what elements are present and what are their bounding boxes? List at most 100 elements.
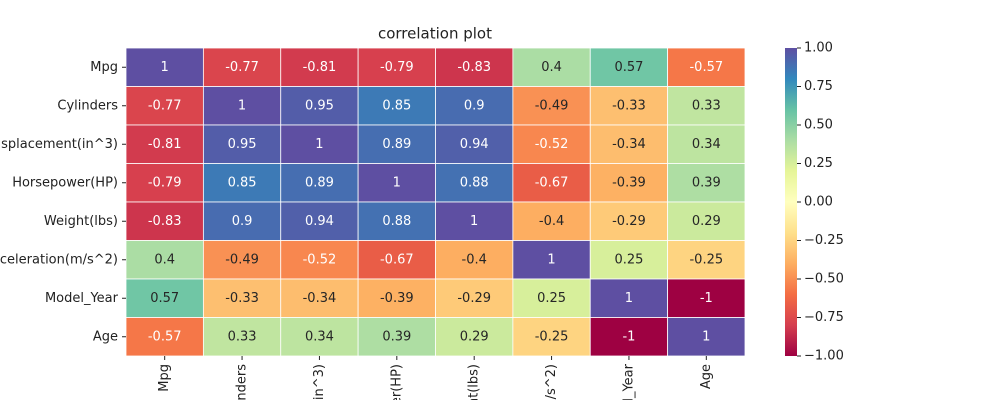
- cell-label: -0.49: [225, 252, 259, 267]
- cell-label: -0.29: [457, 291, 491, 306]
- cell-label: 0.85: [228, 175, 257, 190]
- heatmap-cell: [435, 201, 514, 241]
- cell-label: -0.25: [535, 329, 569, 344]
- heatmap-cell: [589, 163, 669, 203]
- colorbar-tick-label: 1.00: [804, 41, 833, 56]
- cell-label: 0.29: [692, 214, 721, 229]
- heatmap-cell: [435, 278, 514, 318]
- heatmap-cell: [125, 278, 204, 318]
- cell-label: -0.83: [457, 60, 491, 75]
- x-tick-label: Weight(lbs): [467, 364, 482, 400]
- cell-label: -0.33: [225, 291, 259, 306]
- x-tick-label: Model_Year: [621, 363, 636, 400]
- heatmap-cell: [667, 317, 746, 357]
- cell-label: -0.57: [689, 60, 723, 75]
- heatmap-cell: [202, 47, 282, 87]
- x-tick-label: Acceleration(m/s^2): [544, 364, 559, 400]
- cell-label: 0.34: [305, 329, 334, 344]
- cell-label: -0.49: [535, 98, 569, 113]
- cell-label: -0.4: [539, 214, 564, 229]
- cell-label: -0.25: [689, 252, 723, 267]
- cell-label: 0.9: [232, 214, 253, 229]
- cell-label: 0.4: [154, 252, 175, 267]
- heatmap-cell: [280, 47, 359, 87]
- cell-label: 0.88: [382, 214, 411, 229]
- cell-label: 0.39: [382, 329, 411, 344]
- y-tick-label: Acceleration(m/s^2): [0, 252, 118, 267]
- x-tick-label: Horsepower(HP): [389, 364, 404, 400]
- colorbar-tick-label: 0.50: [804, 118, 833, 133]
- y-tick-label: Weight(lbs): [44, 214, 118, 229]
- cell-label: -0.67: [380, 252, 414, 267]
- heatmap-cell: [357, 86, 436, 126]
- y-tick-label: Displacement(in^3): [0, 137, 118, 152]
- heatmap-cell: [435, 317, 514, 357]
- cell-label: 0.88: [460, 175, 489, 190]
- cell-label: -0.52: [535, 137, 569, 152]
- x-tick-label: Age: [699, 364, 714, 389]
- heatmap-cell: [435, 163, 514, 203]
- heatmap-cell: [280, 317, 359, 357]
- cell-label: 0.89: [305, 175, 334, 190]
- heatmap-cell: [589, 124, 669, 164]
- y-tick-label: Cylinders: [57, 98, 118, 113]
- heatmap-cell: [667, 201, 746, 241]
- cell-label: -0.79: [148, 175, 182, 190]
- cell-label: 0.39: [692, 175, 721, 190]
- colorbar-tick-label: 0.00: [804, 195, 833, 210]
- cell-label: 0.4: [541, 60, 562, 75]
- cell-label: -0.77: [225, 60, 259, 75]
- cell-label: -0.39: [380, 291, 414, 306]
- heatmap-cell: [512, 124, 591, 164]
- heatmap-cell: [667, 278, 746, 318]
- heatmap-cell: [589, 278, 669, 318]
- heatmap-cell: [202, 124, 282, 164]
- cell-label: -0.57: [148, 329, 182, 344]
- colorbar: [785, 48, 797, 356]
- cell-label: 1: [702, 329, 710, 344]
- cell-label: 0.57: [614, 60, 643, 75]
- cell-label: 0.9: [464, 98, 485, 113]
- colorbar-tick-label: −1.00: [804, 349, 844, 364]
- cell-label: 0.34: [692, 137, 721, 152]
- cell-label: 0.85: [382, 98, 411, 113]
- heatmap-cell: [280, 124, 359, 164]
- x-tick-label: Cylinders: [235, 364, 250, 400]
- cell-label: -0.4: [462, 252, 487, 267]
- cell-label: 0.89: [382, 137, 411, 152]
- cell-label: 1: [470, 214, 478, 229]
- heatmap-cell: [202, 86, 282, 126]
- heatmap-cell: [435, 124, 514, 164]
- cell-label: 0.25: [537, 291, 566, 306]
- cell-label: 1: [315, 137, 323, 152]
- cell-label: 0.29: [460, 329, 489, 344]
- heatmap-cell: [357, 163, 436, 203]
- cell-label: -0.67: [535, 175, 569, 190]
- heatmap-cell: [512, 240, 591, 280]
- heatmap-cell: [589, 201, 669, 241]
- heatmap-cell: [357, 124, 436, 164]
- cell-label: -0.39: [612, 175, 646, 190]
- cell-label: 0.95: [228, 137, 257, 152]
- heatmap-cell: [357, 47, 436, 87]
- colorbar-tick-label: 0.75: [804, 79, 833, 94]
- cell-label: 1: [625, 291, 633, 306]
- heatmap-cell: [589, 240, 669, 280]
- heatmap-cell: [125, 163, 204, 203]
- heatmap-cell: [357, 201, 436, 241]
- cell-label: 0.33: [692, 98, 721, 113]
- colorbar-tick-label: −0.50: [804, 272, 844, 287]
- x-tick-label: Mpg: [157, 364, 172, 392]
- y-tick-label: Mpg: [90, 60, 118, 75]
- cell-label: -0.79: [380, 60, 414, 75]
- heatmap-cell: [280, 278, 359, 318]
- cell-label: 0.25: [614, 252, 643, 267]
- cell-label: -0.83: [148, 214, 182, 229]
- cell-label: -0.29: [612, 214, 646, 229]
- heatmap-cell: [125, 47, 204, 87]
- heatmap-cell: [435, 240, 514, 280]
- cell-label: 0.94: [460, 137, 489, 152]
- heatmap-cell: [512, 47, 591, 87]
- cell-label: -0.34: [612, 137, 646, 152]
